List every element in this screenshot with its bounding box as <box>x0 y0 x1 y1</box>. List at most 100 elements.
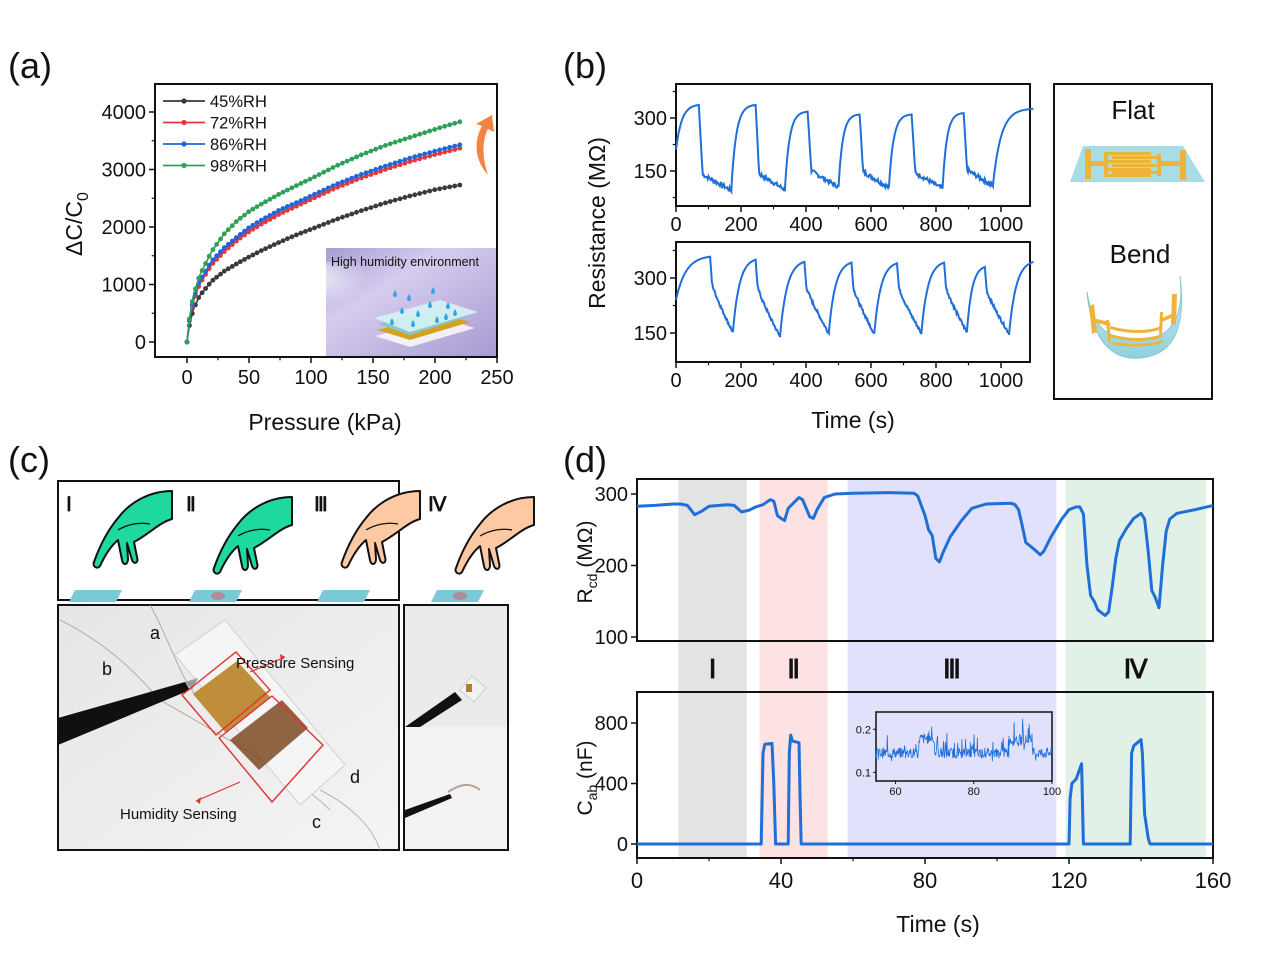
a-data-point <box>298 198 304 204</box>
a-data-point <box>452 147 458 152</box>
b-bottom-xtick-label: 600 <box>854 370 887 392</box>
a-ytick-label: 3000 <box>102 160 147 182</box>
a-data-point <box>276 208 281 213</box>
a-data-point <box>422 155 428 160</box>
a-data-point <box>221 231 227 237</box>
tweezers-handle <box>58 682 190 745</box>
a-data-point <box>303 199 308 205</box>
water-drop-icon <box>390 318 394 325</box>
a-data-point <box>294 232 299 238</box>
d-inset-xtick-label: 60 <box>889 786 901 798</box>
a-data-point <box>349 179 355 185</box>
a-data-point <box>432 126 438 132</box>
a-data-point <box>307 176 313 182</box>
a-data-point <box>233 235 239 241</box>
a-data-point <box>368 172 374 177</box>
a-data-point <box>242 232 247 238</box>
a-data-point <box>354 177 359 183</box>
a-data-point <box>303 196 308 202</box>
a-data-point <box>294 183 299 189</box>
a-xtick-label: 50 <box>238 367 260 389</box>
a-data-point <box>402 195 408 200</box>
panel-c-illustration: Ⅰ Ⅱ Ⅲ Ⅳ Pressure Sensing Humidity Sensing a… <box>57 480 535 851</box>
a-data-point <box>417 152 423 158</box>
d-bottom-ylabel: Cab (nF) <box>574 740 600 815</box>
humidity-sensing-box <box>218 695 324 804</box>
a-legend-label: 86%RH <box>210 136 267 154</box>
a-data-point <box>298 230 304 236</box>
a-data-point <box>354 154 359 160</box>
b-top-xtick-label: 1000 <box>979 214 1024 236</box>
gesture-label: Ⅲ <box>314 494 328 516</box>
a-data-point <box>432 148 438 154</box>
a-data-point <box>210 247 216 253</box>
a-data-point <box>303 178 308 184</box>
a-inset-water-drops <box>390 287 457 327</box>
a-data-point <box>206 253 212 259</box>
a-data-point <box>307 227 313 233</box>
a-data-point <box>271 210 277 216</box>
a-data-point <box>289 234 295 240</box>
sensor-pad-icon <box>69 590 122 602</box>
d-top-ytick-label: 200 <box>595 556 628 578</box>
a-data-point <box>358 172 364 177</box>
phase-label-4: Ⅳ <box>1124 655 1149 684</box>
water-drop-icon <box>446 302 450 309</box>
hand-crease <box>365 522 399 531</box>
a-data-point <box>392 197 398 203</box>
a-data-point <box>280 238 286 244</box>
a-xtick-label: 100 <box>294 367 327 389</box>
a-data-point <box>349 175 355 181</box>
a-data-point <box>312 191 317 197</box>
a-data-point <box>289 202 295 208</box>
a-data-point <box>250 222 256 228</box>
phase-label-2: Ⅱ <box>787 655 800 684</box>
a-data-point <box>340 160 345 166</box>
a-data-point <box>184 339 190 345</box>
a-data-point <box>358 208 364 214</box>
a-data-point <box>196 275 202 281</box>
a-data-point <box>427 128 433 134</box>
a-data-point <box>276 240 281 246</box>
water-drop-icon <box>407 294 411 301</box>
a-data-point <box>193 286 198 292</box>
a-data-point <box>206 281 212 287</box>
humidity-sensor-electrode <box>230 700 308 770</box>
a-data-point <box>312 174 317 180</box>
a-data-point <box>210 277 216 283</box>
panel-b-chart: 0 200 400 600 800 1000 150 300 0 200 400 600 800 1000… <box>584 83 1213 433</box>
a-data-point <box>330 183 336 189</box>
d-inset-xtick-label: 80 <box>968 786 980 798</box>
a-data-point <box>267 244 273 250</box>
a-data-point <box>258 217 264 223</box>
phase-band-4 <box>1065 479 1206 858</box>
d-inset-ytick-label: 0.2 <box>856 724 871 736</box>
panel-label-c: (c) <box>8 439 50 480</box>
a-data-point <box>263 219 268 225</box>
water-drop-icon <box>431 287 435 294</box>
b-bottom-ytick-label: 150 <box>634 323 667 345</box>
a-data-point <box>307 197 313 203</box>
a-series-72pctRH <box>184 145 463 345</box>
a-data-point <box>392 160 398 166</box>
b-flat-label: Flat <box>1111 95 1155 125</box>
a-data-point <box>325 189 331 194</box>
a-inset-title: High humidity environment <box>331 255 480 269</box>
b-top-xtick-label: 0 <box>670 214 681 236</box>
a-data-point <box>285 236 290 242</box>
a-data-point <box>321 191 327 196</box>
b-bottom-frame <box>675 241 1031 363</box>
b-side-illustration: Flat Bend <box>1053 83 1213 400</box>
a-data-point <box>225 227 231 233</box>
a-data-point <box>225 245 231 251</box>
d-rcd-trace <box>636 491 1214 617</box>
flat-electrodes <box>1085 149 1186 180</box>
a-humidity-increase-arrow <box>476 115 494 175</box>
a-data-point <box>368 205 374 211</box>
gesture-2: Ⅱ <box>186 494 293 602</box>
a-ylabel-main: ΔC/C <box>61 201 87 256</box>
wire-label-a: a <box>150 623 161 643</box>
a-data-point <box>203 286 209 291</box>
a-legend-label: 72%RH <box>210 115 267 133</box>
a-data-point <box>344 213 350 219</box>
